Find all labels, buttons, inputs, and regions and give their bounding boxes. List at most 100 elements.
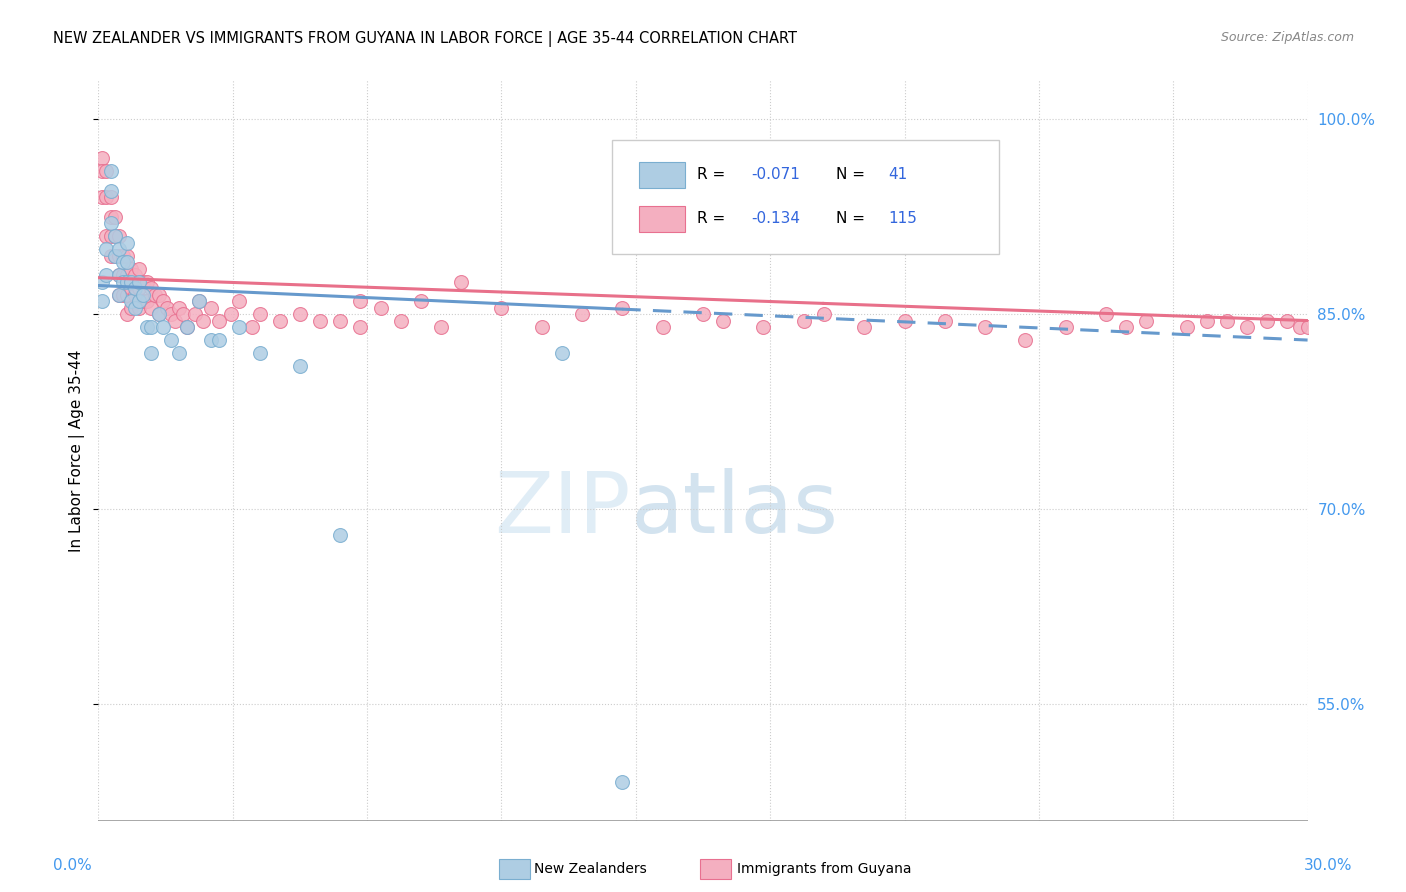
FancyBboxPatch shape [613,139,1000,254]
Point [115,249,138,263]
Point [91,164,114,178]
Point [128,261,150,276]
Point [132,287,155,301]
Point [148,307,170,321]
Point [752,320,775,334]
Point [208,313,231,327]
Point [1296,320,1319,334]
Point [120,261,142,276]
Point [100,229,122,244]
Point [139,346,162,360]
Point [100,216,122,230]
Point [132,294,155,309]
Point [813,307,835,321]
Point [167,346,190,360]
Point [120,294,142,309]
Point [135,275,157,289]
Text: New Zealanders: New Zealanders [534,862,647,876]
Point [107,287,129,301]
Point [111,275,134,289]
Point [1337,320,1360,334]
Point [853,320,876,334]
Point [124,301,146,315]
Point [120,281,142,295]
Point [156,301,179,315]
Point [1175,320,1198,334]
Text: 30.0%: 30.0% [1305,858,1353,872]
Point [288,359,311,373]
Point [530,320,553,334]
Point [184,307,207,321]
Point [100,210,122,224]
Point [124,268,146,282]
Text: -0.071: -0.071 [751,168,800,182]
Point [1398,313,1406,327]
Point [111,287,134,301]
Point [450,275,472,289]
Point [1216,313,1239,327]
Point [893,313,915,327]
Point [91,190,114,204]
Point [974,320,997,334]
Point [132,275,155,289]
Point [1357,313,1379,327]
Point [571,307,593,321]
Point [228,294,250,309]
Point [139,301,162,315]
Point [176,320,198,334]
Bar [638,205,685,232]
Text: NEW ZEALANDER VS IMMIGRANTS FROM GUYANA IN LABOR FORCE | AGE 35-44 CORRELATION C: NEW ZEALANDER VS IMMIGRANTS FROM GUYANA … [53,31,797,47]
Point [107,229,129,244]
Point [103,249,125,263]
Point [1135,313,1157,327]
Point [115,268,138,282]
Point [188,294,211,309]
Point [491,301,513,315]
Point [128,301,150,315]
Point [139,320,162,334]
Text: N =: N = [837,211,870,227]
Point [249,307,271,321]
Point [711,313,734,327]
Point [160,307,183,321]
Point [96,229,118,244]
Point [100,184,122,198]
Point [430,320,453,334]
Point [148,287,170,301]
Point [107,242,129,256]
Point [1236,320,1258,334]
Point [111,255,134,269]
Point [389,313,412,327]
Point [107,249,129,263]
Point [128,294,150,309]
Point [172,307,194,321]
Point [103,229,125,244]
Point [934,313,956,327]
Point [167,301,190,315]
Point [91,151,114,165]
Point [115,235,138,250]
Point [329,528,352,542]
Point [111,249,134,263]
Point [612,301,634,315]
Point [120,275,142,289]
Point [91,275,114,289]
Point [208,333,231,347]
Point [551,346,574,360]
Text: ZIP: ZIP [494,468,630,551]
Point [107,287,129,301]
Point [139,281,162,295]
Point [309,313,332,327]
Point [96,190,118,204]
Text: Immigrants from Guyana: Immigrants from Guyana [737,862,911,876]
Point [370,301,392,315]
Point [249,346,271,360]
Point [163,313,186,327]
Point [115,307,138,321]
Point [176,320,198,334]
Text: -0.134: -0.134 [751,211,800,227]
Point [103,210,125,224]
Point [1376,320,1399,334]
Point [188,294,211,309]
Point [115,275,138,289]
